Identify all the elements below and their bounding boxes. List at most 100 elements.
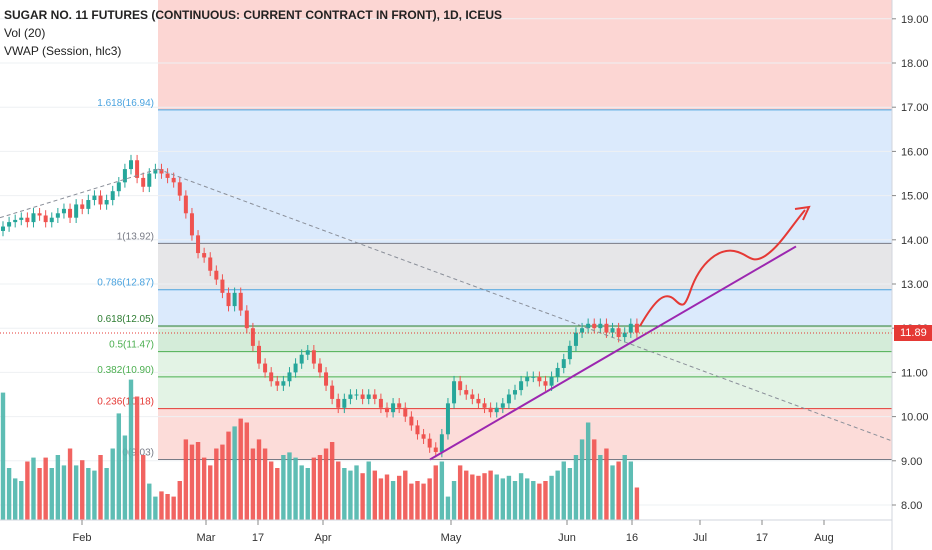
time-tick-label-5: Jun: [558, 532, 576, 544]
candle-body-54: [330, 385, 335, 399]
volume-bar-89: [543, 481, 548, 520]
candle-body-0: [1, 226, 5, 231]
volume-bar-99: [604, 448, 609, 520]
candle-body-19: [116, 182, 121, 192]
candle-body-80: [488, 407, 493, 413]
candle-body-58: [354, 394, 359, 396]
candle-body-4: [25, 217, 30, 223]
volume-bar-0: [0, 392, 6, 520]
candle-body-81: [494, 407, 499, 413]
candle-body-98: [598, 323, 603, 329]
candle-body-40: [244, 310, 249, 329]
candle-body-61: [372, 394, 377, 399]
volume-bar-91: [555, 470, 560, 520]
volume-bar-60: [366, 461, 371, 520]
candle-body-71: [433, 447, 438, 452]
volume-bar-50: [305, 468, 310, 520]
volume-bar-34: [208, 465, 213, 520]
candle-body-65: [397, 403, 402, 408]
volume-bar-47: [287, 452, 292, 520]
time-tick-label-2: 17: [252, 532, 264, 544]
candle-body-9: [55, 213, 60, 218]
candle-body-89: [543, 381, 548, 386]
price-tick-label-7: 15.00: [901, 191, 929, 203]
dashed-trend-line: [157, 168, 893, 442]
volume-bar-104: [634, 487, 640, 520]
volume-bar-45: [275, 468, 280, 520]
volume-bar-69: [421, 483, 426, 520]
candle-body-68: [415, 425, 420, 435]
volume-bar-6: [37, 468, 42, 520]
candle-body-51: [311, 350, 316, 364]
volume-bar-61: [372, 470, 378, 520]
candle-body-49: [299, 354, 304, 364]
volume-bar-32: [195, 442, 201, 520]
candle-body-33: [202, 253, 207, 258]
candle-body-83: [506, 394, 511, 404]
candle-body-37: [226, 292, 231, 307]
volume-bar-68: [415, 481, 420, 520]
volume-bar-22: [134, 396, 140, 520]
candle-body-23: [141, 177, 146, 187]
fib-label-0: 1.618(16.94): [97, 98, 154, 109]
volume-bar-101: [616, 461, 621, 520]
volume-bar-96: [585, 422, 591, 520]
volume-bar-54: [329, 442, 335, 520]
candle-body-6: [37, 213, 42, 216]
fib-label-1: 1(13.92): [117, 231, 154, 242]
volume-bar-70: [427, 478, 432, 520]
price-tick-label-11: 19.00: [901, 14, 929, 26]
volume-indicator-label[interactable]: Vol (20): [4, 26, 46, 40]
candle-body-8: [49, 217, 54, 223]
price-tick-label-5: 13.00: [901, 279, 929, 291]
price-tick-label-3: 11.00: [901, 367, 928, 379]
candle-body-75: [458, 381, 463, 391]
candle-body-79: [482, 403, 487, 408]
price-tick-label-6: 14.00: [901, 235, 929, 247]
candle-body-27: [165, 173, 170, 178]
candle-body-74: [452, 381, 457, 404]
candle-body-53: [324, 372, 329, 386]
candle-body-87: [531, 376, 536, 378]
candle-body-104: [634, 323, 639, 333]
candle-body-16: [98, 195, 103, 205]
candle-body-15: [92, 195, 97, 201]
volume-bar-3: [19, 481, 24, 520]
candle-body-60: [366, 394, 371, 399]
chart-title: SUGAR NO. 11 FUTURES (CONTINUOUS: CURREN…: [4, 8, 503, 22]
volume-bar-19: [116, 413, 122, 520]
volume-bar-37: [226, 431, 231, 520]
volume-bar-49: [299, 465, 304, 520]
volume-bar-80: [488, 470, 493, 520]
candle-body-44: [269, 372, 274, 382]
time-tick-label-3: Apr: [314, 532, 331, 544]
candle-body-22: [135, 160, 140, 178]
volume-bar-27: [165, 494, 170, 520]
candle-body-64: [391, 403, 396, 413]
fib-label-4: 0.5(11.47): [109, 340, 154, 351]
volume-bar-33: [201, 457, 207, 520]
support-trend-line: [429, 245, 797, 461]
volume-bar-82: [500, 478, 506, 520]
volume-bar-12: [73, 465, 79, 520]
volume-bar-17: [104, 468, 109, 520]
volume-bar-74: [451, 481, 457, 520]
time-tick-label-4: May: [441, 532, 462, 544]
volume-bar-79: [482, 473, 487, 520]
volume-bar-72: [439, 461, 445, 520]
volume-bar-1: [6, 468, 12, 520]
volume-bar-42: [256, 439, 262, 520]
volume-bar-8: [49, 468, 54, 520]
candle-body-47: [287, 372, 292, 382]
volume-bar-40: [244, 422, 250, 520]
price-tick-label-9: 17.00: [901, 102, 929, 114]
candle-body-96: [586, 323, 591, 329]
candle-body-43: [263, 363, 268, 373]
vwap-indicator-label[interactable]: VWAP (Session, hlc3): [4, 44, 122, 58]
candle-body-5: [31, 213, 36, 223]
volume-bar-90: [549, 475, 554, 520]
volume-bar-16: [98, 455, 103, 520]
volume-bar-100: [610, 465, 615, 520]
candle-body-21: [129, 160, 133, 170]
